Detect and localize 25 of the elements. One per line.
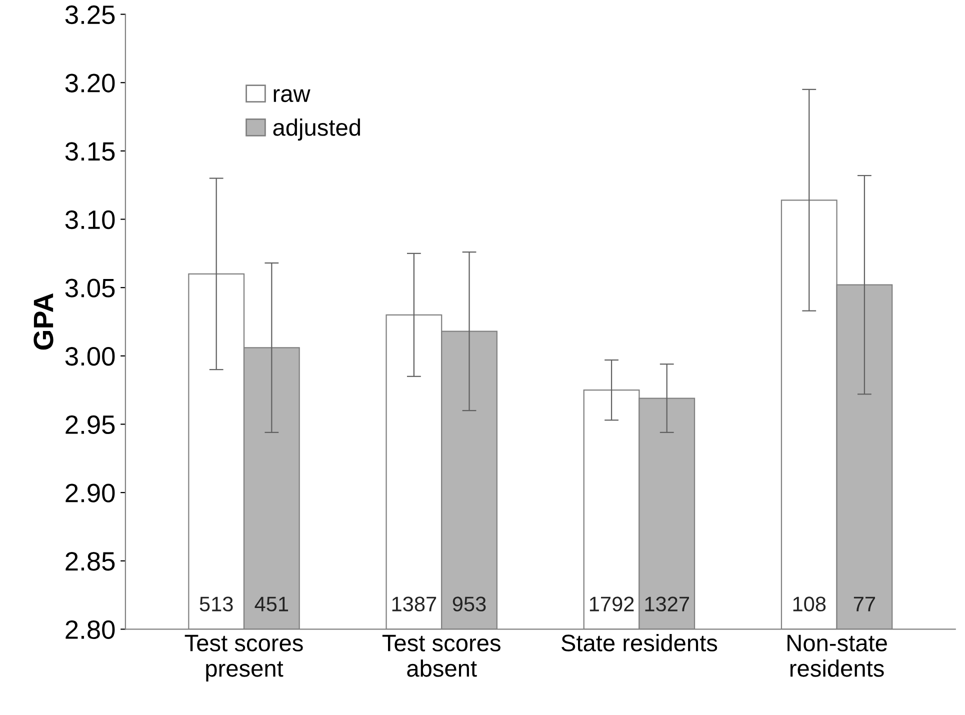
annotation: 108 xyxy=(793,596,826,612)
annotation: 1792 xyxy=(590,596,634,612)
y-tick-label: 2.95 xyxy=(66,415,115,434)
y-tick-label: 2.80 xyxy=(66,620,115,640)
legend-label: adjusted xyxy=(273,118,360,141)
annotation: 953 xyxy=(452,596,486,612)
annotation: 77 xyxy=(854,596,875,612)
y-tick-label: 3.05 xyxy=(65,278,115,298)
y-tick-label: 3.10 xyxy=(65,210,115,230)
y-tick-label: 3.20 xyxy=(65,74,115,92)
x-tick-label: Test scores absent xyxy=(382,634,500,677)
annotation: 513 xyxy=(200,596,233,612)
legend-label: raw xyxy=(274,89,310,102)
annotation: 1387 xyxy=(392,596,436,612)
annotation: 451 xyxy=(254,596,288,612)
x-tick-label: Non-state residents xyxy=(788,634,887,677)
x-tick-label: State residents xyxy=(562,634,718,652)
y-tick-label: 3.25 xyxy=(65,5,115,24)
x-tick-label: Test scores present xyxy=(184,634,303,682)
y-tick-label: 3.15 xyxy=(65,142,115,161)
y-tick-label: 2.85 xyxy=(66,552,115,571)
y-tick-label: 3.00 xyxy=(65,347,115,366)
y-axis-title: GPA xyxy=(34,293,54,350)
y-tick-label: 2.90 xyxy=(66,484,115,502)
annotation: 1327 xyxy=(645,596,689,612)
